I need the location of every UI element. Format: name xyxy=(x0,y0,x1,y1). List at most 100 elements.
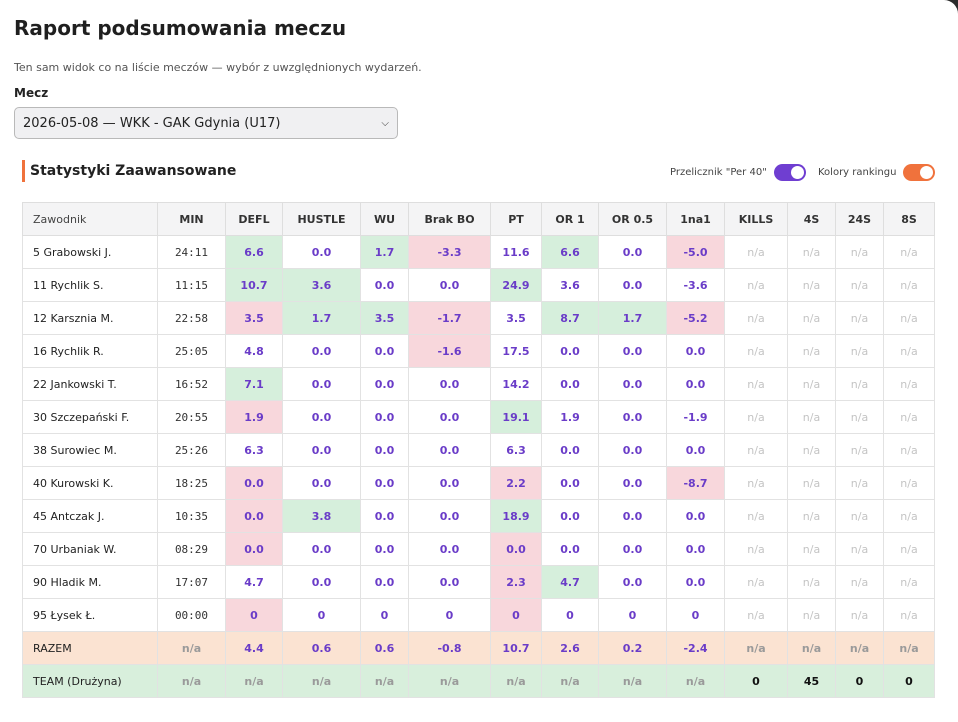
table-row: 40 Kurowski K. 18:25 0.0 0.0 0.0 0.0 2.2 0.0 0.0… xyxy=(22,466,935,500)
stat-cell: 6.3 xyxy=(490,433,542,467)
player-name-cell: 11 Rychlik S. xyxy=(22,268,158,302)
column-header[interactable]: PT xyxy=(490,202,542,236)
column-header[interactable]: 8S xyxy=(883,202,935,236)
stat-cell: 0.0 xyxy=(541,499,599,533)
stat-cell: 4.8 xyxy=(225,334,283,368)
column-header[interactable]: Brak BO xyxy=(408,202,491,236)
stat-cell: 16:52 xyxy=(157,367,226,401)
stat-cell: n/a xyxy=(490,664,542,698)
stat-cell: n/a xyxy=(157,631,226,665)
stat-cell: 6.6 xyxy=(225,235,283,269)
stat-cell: 0 xyxy=(666,598,725,632)
stat-cell: 0.0 xyxy=(666,565,725,599)
stat-cell: n/a xyxy=(724,598,788,632)
stat-cell: n/a xyxy=(724,367,788,401)
column-header[interactable]: MIN xyxy=(157,202,226,236)
column-header[interactable]: KILLS xyxy=(724,202,788,236)
match-select[interactable]: 2026-05-08 — WKK - GAK Gdynia (U17) ⌵ xyxy=(14,107,398,139)
stat-cell: 11.6 xyxy=(490,235,542,269)
chevron-down-icon: ⌵ xyxy=(381,117,389,129)
player-name-cell: 22 Jankowski T. xyxy=(22,367,158,401)
stat-cell: 24.9 xyxy=(490,268,542,302)
column-header[interactable]: DEFL xyxy=(225,202,283,236)
stat-cell: 00:00 xyxy=(157,598,226,632)
column-header[interactable]: OR 0.5 xyxy=(598,202,667,236)
stat-cell: 0.0 xyxy=(598,334,667,368)
stat-cell: 0.0 xyxy=(541,466,599,500)
player-name-cell: 95 Łysek Ł. xyxy=(22,598,158,632)
stat-cell: -1.7 xyxy=(408,301,491,335)
stat-cell: n/a xyxy=(883,532,935,566)
colors-toggle[interactable] xyxy=(903,164,936,181)
stat-cell: n/a xyxy=(835,466,884,500)
column-header[interactable]: WU xyxy=(360,202,409,236)
stat-cell: n/a xyxy=(835,400,884,434)
stat-cell: 0.0 xyxy=(282,433,361,467)
stat-cell: 0.0 xyxy=(408,466,491,500)
stat-cell: 0.0 xyxy=(541,433,599,467)
stat-cell: n/a xyxy=(408,664,491,698)
per40-toggle[interactable] xyxy=(773,164,806,181)
stat-cell: 0.0 xyxy=(598,499,667,533)
stat-cell: 0.0 xyxy=(282,565,361,599)
column-header[interactable]: 24S xyxy=(835,202,884,236)
stat-cell: n/a xyxy=(835,235,884,269)
stat-cell: 11:15 xyxy=(157,268,226,302)
stat-cell: 0.0 xyxy=(666,433,725,467)
stat-cell: 10:35 xyxy=(157,499,226,533)
page-subtitle: Ten sam widok co na liście meczów — wybó… xyxy=(14,61,422,74)
stat-cell: n/a xyxy=(787,433,836,467)
player-name-cell: RAZEM xyxy=(22,631,158,665)
stat-cell: 3.8 xyxy=(282,499,361,533)
column-header[interactable]: 4S xyxy=(787,202,836,236)
stat-cell: 0.0 xyxy=(360,433,409,467)
stat-cell: 3.5 xyxy=(360,301,409,335)
stat-cell: 0.0 xyxy=(360,400,409,434)
stat-cell: n/a xyxy=(724,268,788,302)
stat-cell: 0.0 xyxy=(598,367,667,401)
stat-cell: 24:11 xyxy=(157,235,226,269)
table-row: 11 Rychlik S. 11:15 10.7 3.6 0.0 0.0 24.9 3.6 0.… xyxy=(22,268,935,302)
stat-cell: 3.5 xyxy=(490,301,542,335)
stat-cell: 0.0 xyxy=(666,334,725,368)
stat-cell: 10.7 xyxy=(225,268,283,302)
stat-cell: 1.9 xyxy=(541,400,599,434)
stat-cell: n/a xyxy=(883,499,935,533)
stat-cell: n/a xyxy=(787,367,836,401)
stat-cell: n/a xyxy=(541,664,599,698)
total-row: RAZEM n/a 4.4 0.6 0.6 -0.8 10.7 2.6 0.2 -2.4 n/a n/… xyxy=(22,631,935,665)
column-header[interactable]: 1na1 xyxy=(666,202,725,236)
column-header[interactable]: HUSTLE xyxy=(282,202,361,236)
player-name-cell: 30 Szczepański F. xyxy=(22,400,158,434)
stat-cell: n/a xyxy=(724,532,788,566)
stat-cell: n/a xyxy=(787,268,836,302)
toggle-knob xyxy=(920,166,934,179)
stat-cell: n/a xyxy=(787,631,836,665)
stat-cell: -5.0 xyxy=(666,235,725,269)
column-header[interactable]: Zawodnik xyxy=(22,202,158,236)
table-row: 16 Rychlik R. 25:05 4.8 0.0 0.0 -1.6 17.5 0.0 0.… xyxy=(22,334,935,368)
colors-toggle-label: Kolory rankingu xyxy=(818,167,897,178)
stat-cell: 1.7 xyxy=(360,235,409,269)
stat-cell: 0.0 xyxy=(408,367,491,401)
stat-cell: n/a xyxy=(724,565,788,599)
stat-cell: n/a xyxy=(282,664,361,698)
stat-cell: n/a xyxy=(787,235,836,269)
stat-cell: 0 xyxy=(408,598,491,632)
stat-cell: 0.0 xyxy=(598,466,667,500)
stat-cell: n/a xyxy=(724,235,788,269)
stat-cell: -1.9 xyxy=(666,400,725,434)
stat-cell: 0.0 xyxy=(541,532,599,566)
stat-cell: n/a xyxy=(787,532,836,566)
stat-cell: 20:55 xyxy=(157,400,226,434)
stat-cell: 0.0 xyxy=(408,400,491,434)
per40-toggle-group: Przelicznik "Per 40" xyxy=(670,164,806,181)
column-header[interactable]: OR 1 xyxy=(541,202,599,236)
match-label: Mecz xyxy=(14,86,49,100)
stat-cell: n/a xyxy=(883,400,935,434)
stat-cell: 0.0 xyxy=(490,532,542,566)
stat-cell: -3.6 xyxy=(666,268,725,302)
stat-cell: 18.9 xyxy=(490,499,542,533)
table-row: 38 Surowiec M. 25:26 6.3 0.0 0.0 0.0 6.3 0.0 0.0… xyxy=(22,433,935,467)
stat-cell: 22:58 xyxy=(157,301,226,335)
